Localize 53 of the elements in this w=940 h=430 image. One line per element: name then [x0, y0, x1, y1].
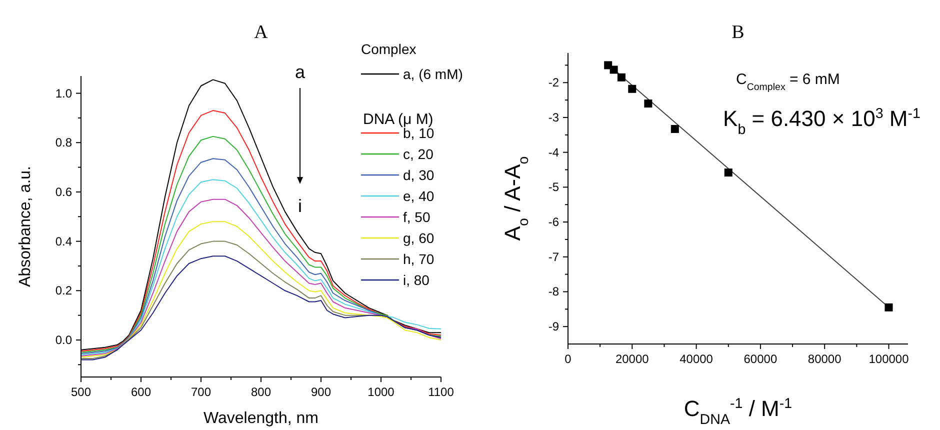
legend-label: i, 80: [403, 272, 430, 288]
legend-label: h, 70: [403, 251, 434, 267]
legend-label: g, 60: [403, 230, 434, 246]
y-tick-label: 0.6: [55, 184, 72, 199]
legend-label: d, 30: [403, 167, 434, 183]
y-tick-label: -6: [548, 215, 560, 230]
chart-title: B: [732, 22, 744, 43]
x-tick-label: 800: [250, 385, 272, 399]
x-axis-title: Wavelength, nm: [203, 410, 319, 427]
point: [724, 168, 732, 177]
y-tick-label: -9: [548, 320, 560, 334]
y-tick-label: 0.2: [55, 284, 72, 298]
x-tick-label: 40000: [680, 352, 714, 366]
legend-label: c, 20: [403, 146, 434, 162]
x-tick-label: 700: [190, 385, 212, 399]
x-tick-label: 100000: [868, 352, 910, 366]
y-tick-label: -4: [548, 145, 560, 160]
annotation: i: [298, 196, 302, 216]
x-tick-label: 900: [310, 385, 332, 399]
y-tick-label: -7: [548, 250, 560, 264]
x-axis-title: C$_{DNA}$$^{-1}$ / M$^{-1}$: [684, 396, 792, 428]
x-tick-label: 1000: [368, 385, 395, 399]
point: [884, 303, 893, 312]
x-tick-label: 600: [130, 385, 152, 399]
chart-title: A: [254, 22, 268, 43]
y-tick-label: -2: [548, 76, 560, 90]
legend-label: a, (6 mM): [403, 66, 463, 82]
legend-title: Complex: [361, 41, 416, 57]
annotation: a: [294, 62, 306, 82]
legend-label: e, 40: [403, 188, 434, 204]
y-tick-label: 1.0: [55, 86, 72, 100]
point: [617, 73, 626, 82]
y-tick-label: -8: [548, 284, 560, 299]
x-tick-label: 20000: [615, 352, 650, 366]
annotation: K$_{b}$ = 6.430 × 10$^{3}$ M$^{-1}$: [723, 106, 920, 138]
y-tick-label: 0.0: [55, 332, 72, 347]
annotation: C$_{Complex}$ = 6 mM: [736, 71, 840, 92]
x-tick-label: 1100: [428, 385, 454, 399]
point: [644, 100, 652, 108]
legend-label: f, 50: [403, 209, 430, 225]
x-tick-label: 0: [564, 352, 572, 366]
point: [628, 84, 636, 93]
annotation: DNA (μ M): [363, 111, 434, 128]
point: [670, 124, 679, 133]
x-tick-label: 60000: [744, 352, 778, 366]
x-tick-label: 500: [70, 385, 92, 399]
y-axis-title: Absorbance, a.u.: [17, 166, 34, 287]
x-tick-label: 80000: [808, 352, 842, 366]
y-tick-label: -3: [548, 110, 560, 124]
y-tick-label: -5: [548, 180, 560, 194]
y-tick-label: 0.4: [55, 234, 72, 248]
point: [610, 66, 618, 74]
y-tick-label: 0.8: [55, 136, 72, 150]
